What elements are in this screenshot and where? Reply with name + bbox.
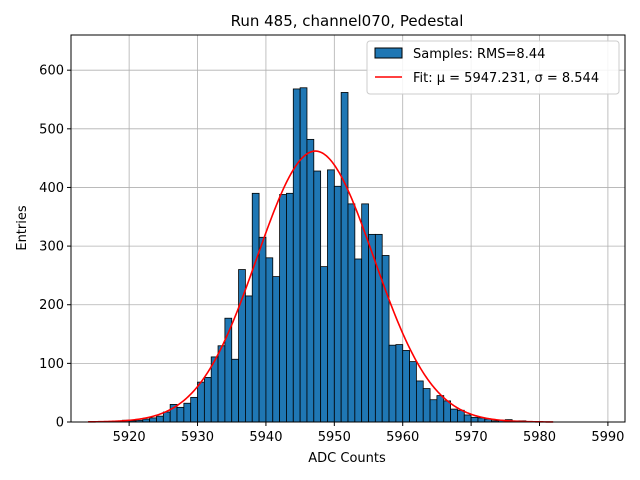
y-tick-label: 600: [39, 64, 64, 79]
histogram-bar: [306, 138, 315, 423]
histogram-bars: [121, 87, 527, 423]
histogram-bar: [429, 399, 438, 423]
histogram-bar: [457, 409, 465, 423]
plot-frame: [70, 34, 626, 423]
histogram-bar: [368, 233, 376, 423]
y-tick-label: 300: [39, 240, 64, 255]
y-tick-label: 400: [39, 181, 64, 196]
histogram-bar: [162, 411, 171, 423]
histogram-bar: [395, 344, 404, 423]
histogram-bar: [409, 361, 417, 423]
histogram-bar: [183, 402, 192, 423]
histogram-bar: [265, 257, 274, 423]
y-tick-label: 200: [39, 298, 64, 313]
histogram-bar: [333, 185, 342, 423]
histogram-bar: [203, 377, 212, 423]
histogram-bar: [299, 87, 308, 423]
y-axis-label: Entries: [15, 205, 30, 251]
x-tick-label: 5970: [455, 430, 488, 445]
x-tick-label: 5930: [181, 430, 214, 445]
y-axis-ticks: 0 100 200 300 400 500 600: [39, 64, 71, 431]
histogram-bar: [327, 169, 335, 423]
y-tick-label: 500: [39, 122, 64, 137]
histogram-bar: [292, 88, 301, 423]
y-tick-label: 0: [56, 416, 64, 431]
histogram-bar: [258, 236, 267, 423]
x-tick-label: 5940: [249, 430, 282, 445]
legend-box: [366, 40, 620, 95]
histogram-bar: [176, 406, 185, 423]
x-tick-label: 5980: [523, 430, 556, 445]
histogram-bar: [279, 194, 287, 423]
histogram-bar: [354, 258, 363, 423]
histogram-bar: [286, 192, 294, 423]
histogram-bar: [347, 203, 356, 423]
x-axis-ticks: 5920 5930 5940 5950 5960 5970 5980 5990: [113, 422, 624, 445]
histogram-bar: [415, 380, 424, 423]
histogram-bar: [402, 350, 410, 423]
histogram-bar: [436, 395, 445, 423]
fit-curve: [88, 150, 554, 423]
histogram-bar: [272, 276, 281, 423]
x-tick-label: 5960: [386, 430, 419, 445]
histogram-bar: [388, 344, 397, 423]
histogram-bar: [381, 255, 390, 423]
x-tick-label: 5920: [113, 430, 146, 445]
histogram-bar: [217, 345, 226, 423]
legend: Samples: RMS=8.44 Fit: μ = 5947.231, σ =…: [366, 40, 620, 95]
histogram-bar: [320, 266, 328, 423]
histogram-bar: [197, 381, 205, 423]
histogram-bar: [450, 408, 458, 423]
histogram-bar: [156, 415, 164, 423]
histogram-bar: [361, 203, 369, 423]
chart-title: Run 485, channel070, Pedestal: [231, 12, 464, 30]
histogram-bar: [245, 295, 253, 423]
histogram-bar: [251, 192, 260, 423]
histogram-bar: [422, 388, 431, 423]
x-tick-label: 5950: [318, 430, 351, 445]
histogram-bar: [443, 400, 451, 423]
legend-histogram-label: Samples: RMS=8.44: [413, 47, 545, 62]
histogram-bar: [340, 92, 349, 423]
legend-histogram-swatch: [374, 47, 403, 59]
histogram-bar: [149, 417, 157, 423]
histogram-bar: [313, 170, 322, 423]
histogram-bar: [190, 396, 198, 423]
histogram-bar: [231, 358, 239, 423]
histogram-bar: [470, 416, 479, 423]
x-axis-label: ADC Counts: [308, 451, 386, 466]
x-tick-label: 5990: [591, 430, 624, 445]
histogram-bar: [374, 233, 383, 423]
histogram-bar: [210, 356, 219, 423]
histogram-bar: [463, 414, 472, 423]
y-tick-label: 100: [39, 357, 64, 372]
legend-fit-label: Fit: μ = 5947.231, σ = 8.544: [413, 71, 599, 86]
